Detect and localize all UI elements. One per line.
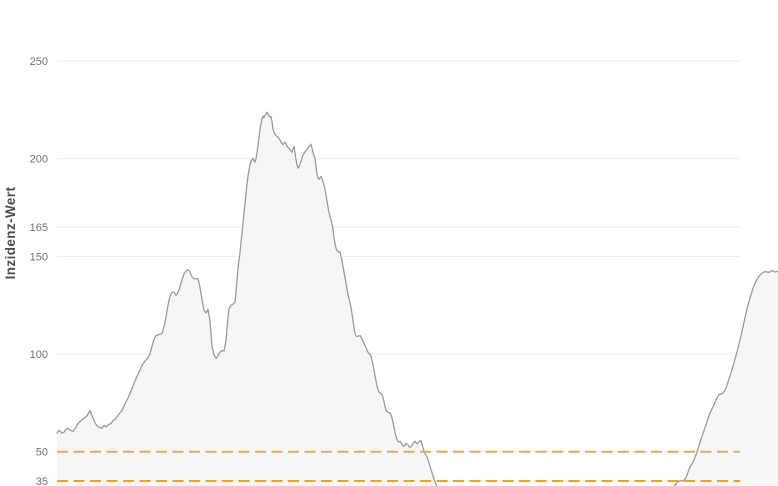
y-axis-tick-labels: 250 200 165 150 100 50 35	[30, 56, 48, 486]
y-tick-label-35: 35	[36, 476, 48, 486]
y-tick-label-150: 150	[30, 251, 48, 263]
incidence-area-series	[56, 111, 778, 486]
y-tick-label-250: 250	[30, 56, 48, 68]
threshold-lines	[57, 450, 740, 482]
y-axis-title: Inzidenz-Wert	[3, 187, 18, 280]
incidence-line	[56, 111, 778, 486]
y-tick-label-165: 165	[30, 222, 48, 234]
y-tick-label-200: 200	[30, 154, 48, 166]
y-tick-label-100: 100	[30, 349, 48, 361]
y-tick-label-50: 50	[36, 447, 48, 459]
area-fill	[57, 112, 778, 486]
